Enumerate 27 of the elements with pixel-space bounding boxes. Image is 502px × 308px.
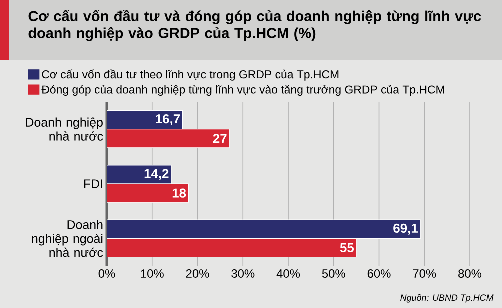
data-label: 16,7 — [156, 114, 180, 126]
x-tick-label: 40% — [276, 270, 300, 278]
bar — [107, 238, 357, 258]
x-tick-label: 30% — [232, 270, 255, 278]
data-label: 14,2 — [144, 169, 169, 180]
bar — [107, 129, 230, 148]
data-label: 18 — [172, 188, 186, 198]
bar — [107, 184, 189, 203]
x-tick-label: 60% — [368, 270, 391, 278]
y-tick-label: FDI — [84, 180, 102, 188]
y-tick-label: Doanh nghiệp nhà nước — [26, 118, 104, 141]
text: Nguồn: UBND Tp.HCM — [400, 294, 494, 303]
bar — [107, 220, 421, 239]
legend-label: Cơ cấu vốn đầu tư theo lĩnh vực trong GRDP của Tp.HCM — [42, 70, 339, 81]
x-tick-label: 20% — [186, 270, 210, 278]
y-tick-label: Doanh nghiệp ngoài nhà nước — [32, 220, 104, 258]
data-label: 27 — [213, 134, 227, 144]
chart-title: Cơ cấu vốn đầu tư và đóng góp của doanh nghiệp từng lĩnh vực doanh nghiệp vào GRDP của Tp.HCM (%) — [28, 10, 482, 42]
legend-label: Đóng góp của doanh nghiệp từng lĩnh vực vào tăng trưởng GRDP của Tp.HCM — [42, 85, 444, 96]
x-tick-label: 70% — [413, 270, 436, 278]
x-tick-label: 0% — [98, 270, 116, 278]
data-label: 69,1 — [394, 224, 418, 235]
x-tick-label: 10% — [141, 270, 164, 278]
data-label: 55 — [340, 243, 354, 252]
x-tick-label: 80% — [458, 270, 482, 278]
bar — [107, 110, 184, 130]
x-tick-label: 50% — [322, 270, 346, 278]
